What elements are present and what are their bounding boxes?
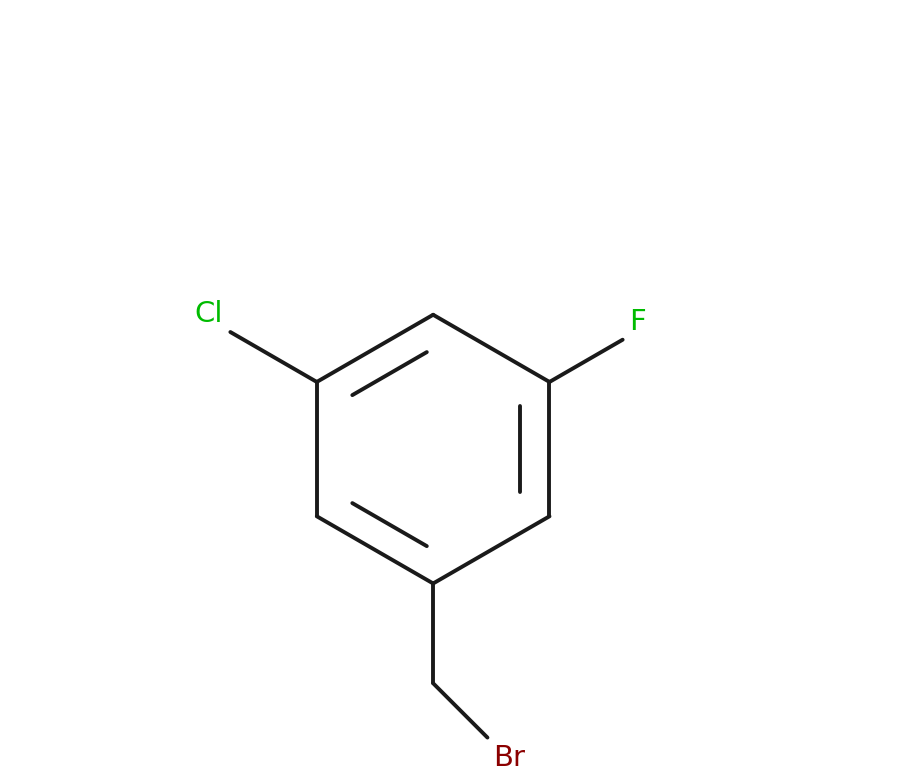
Text: Br: Br: [493, 744, 526, 772]
Text: F: F: [629, 308, 646, 336]
Text: Cl: Cl: [194, 300, 222, 328]
